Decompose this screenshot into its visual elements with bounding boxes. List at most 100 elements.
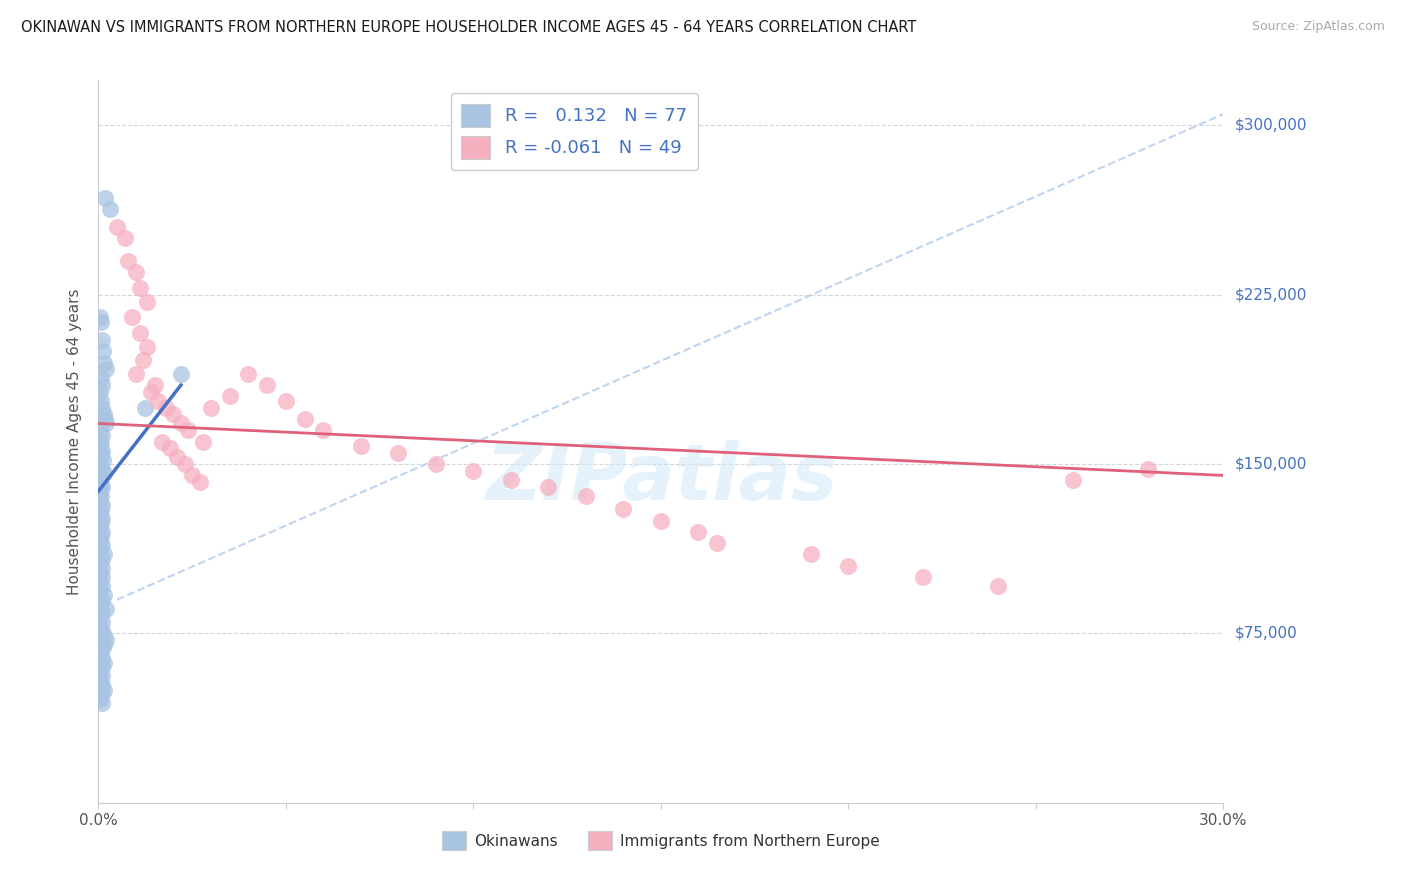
Point	[91, 651, 114, 665]
Point	[91, 511, 114, 525]
Point	[238, 367, 260, 381]
Point	[159, 442, 181, 456]
Point	[91, 552, 114, 566]
Point	[800, 548, 823, 562]
Point	[89, 533, 111, 548]
Point	[706, 536, 728, 550]
Point	[166, 450, 188, 465]
Point	[89, 493, 111, 508]
Point	[162, 408, 184, 422]
Point	[89, 542, 111, 557]
Point	[200, 401, 222, 415]
Point	[94, 417, 117, 431]
Point	[89, 557, 111, 571]
Point	[93, 629, 115, 643]
Point	[537, 480, 560, 494]
Point	[90, 315, 112, 329]
Point	[387, 446, 409, 460]
Point	[89, 439, 111, 453]
Point	[987, 579, 1010, 593]
Point	[105, 220, 128, 235]
Point	[688, 524, 710, 539]
Point	[837, 558, 859, 573]
Point	[91, 561, 114, 575]
Point	[90, 448, 112, 462]
Point	[125, 265, 148, 279]
Point	[90, 393, 112, 408]
Point	[91, 480, 114, 494]
Point	[91, 697, 114, 711]
Point	[91, 678, 114, 692]
Point	[177, 423, 200, 437]
Point	[89, 566, 111, 580]
Point	[93, 588, 115, 602]
Text: Source: ZipAtlas.com: Source: ZipAtlas.com	[1251, 20, 1385, 33]
Point	[650, 514, 672, 528]
Point	[91, 524, 114, 539]
Point	[89, 583, 111, 598]
Point	[91, 615, 114, 630]
Point	[132, 353, 155, 368]
Point	[91, 642, 114, 657]
Point	[90, 516, 112, 530]
Point	[218, 389, 240, 403]
Text: $75,000: $75,000	[1234, 626, 1298, 641]
Point	[294, 412, 316, 426]
Point	[89, 507, 111, 521]
Point	[93, 682, 115, 697]
Point	[612, 502, 634, 516]
Point	[94, 633, 117, 648]
Point	[91, 401, 114, 415]
Text: $300,000: $300,000	[1234, 118, 1306, 133]
Point	[89, 484, 111, 499]
Point	[91, 427, 114, 442]
Point	[143, 378, 166, 392]
Point	[93, 638, 115, 652]
Point	[93, 466, 115, 480]
Point	[350, 439, 373, 453]
Point	[91, 579, 114, 593]
Point	[128, 281, 150, 295]
Point	[155, 401, 177, 415]
Point	[91, 378, 114, 392]
Point	[90, 371, 112, 385]
Point	[148, 393, 170, 408]
Point	[90, 489, 112, 503]
Point	[89, 647, 111, 661]
Point	[114, 231, 136, 245]
Point	[170, 417, 193, 431]
Point	[91, 452, 114, 467]
Point	[91, 498, 114, 512]
Text: OKINAWAN VS IMMIGRANTS FROM NORTHERN EUROPE HOUSEHOLDER INCOME AGES 45 - 64 YEAR: OKINAWAN VS IMMIGRANTS FROM NORTHERN EUR…	[21, 20, 917, 35]
Point	[150, 434, 173, 449]
Point	[93, 656, 115, 670]
Point	[94, 601, 117, 615]
Y-axis label: Householder Income Ages 45 - 64 years: Householder Income Ages 45 - 64 years	[67, 288, 83, 595]
Point	[93, 548, 115, 562]
Point	[91, 443, 114, 458]
Point	[91, 606, 114, 620]
Point	[312, 423, 335, 437]
Point	[117, 253, 139, 268]
Point	[91, 538, 114, 552]
Point	[93, 408, 115, 422]
Point	[1137, 461, 1160, 475]
Point	[499, 473, 522, 487]
Text: $225,000: $225,000	[1234, 287, 1306, 302]
Point	[193, 434, 215, 449]
Point	[170, 367, 193, 381]
Point	[188, 475, 211, 490]
Point	[90, 529, 112, 543]
Point	[89, 597, 111, 611]
Point	[91, 570, 114, 584]
Point	[91, 624, 114, 639]
Point	[94, 362, 117, 376]
Point	[575, 489, 598, 503]
Point	[94, 412, 117, 426]
Point	[173, 457, 195, 471]
Legend: Okinawans, Immigrants from Northern Europe: Okinawans, Immigrants from Northern Euro…	[436, 825, 886, 856]
Point	[91, 669, 114, 683]
Point	[136, 294, 159, 309]
Point	[274, 393, 297, 408]
Text: $150,000: $150,000	[1234, 457, 1306, 472]
